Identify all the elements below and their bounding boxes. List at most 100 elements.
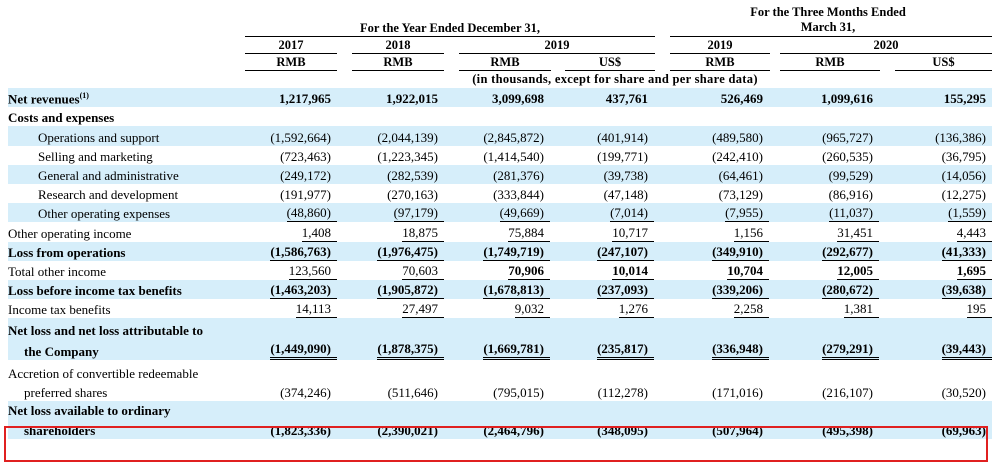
cell: (191,977) [280, 187, 331, 203]
cell: (2,044,139) [377, 129, 438, 145]
row-label: Costs and expenses [8, 110, 115, 126]
cell: 10,717 [612, 225, 654, 242]
year-2019: 2019 [544, 38, 570, 52]
cell: (39,443) [941, 341, 992, 361]
cell: (279,291) [822, 341, 879, 361]
row-net-revenues: Net revenues(1) 1,217,965 1,922,015 3,09… [8, 88, 992, 108]
cell: (136,386) [935, 129, 986, 145]
cell: (199,771) [597, 148, 648, 164]
row-net-loss-ordinary: shareholders (1,823,336) (2,390,021) (2,… [8, 419, 992, 439]
cell: (86,916) [828, 187, 873, 203]
cell: (489,580) [712, 129, 763, 145]
currency-2019-usd: US$ [598, 55, 622, 69]
cell: (260,535) [822, 148, 873, 164]
row-label: shareholders [8, 419, 245, 439]
cell: (2,845,872) [483, 129, 544, 145]
rule-q2020 [780, 53, 992, 54]
row-label: Net loss available to ordinary [8, 401, 992, 420]
cell: (1,878,375) [377, 341, 444, 361]
cell: (292,677) [822, 244, 879, 261]
cell: 10,014 [612, 263, 654, 280]
cell: (36,795) [941, 148, 986, 164]
row-label: Loss from operations [8, 241, 245, 261]
row-label: Accretion of convertible redeemable [8, 366, 199, 382]
header-quarter-line1: For the Three Months Ended [750, 5, 906, 19]
cell: (30,520) [941, 385, 986, 401]
cell: (69,963) [941, 422, 986, 438]
cell: (247,107) [597, 244, 654, 261]
rule-q2019 [670, 53, 770, 54]
cell: 3,099,698 [492, 91, 544, 107]
cell: (41,333) [941, 244, 992, 261]
row-label: preferred shares [24, 385, 108, 401]
cell: 1,922,015 [386, 91, 438, 107]
header-quarter-rule [670, 36, 992, 37]
cell: (1,223,345) [377, 148, 438, 164]
row-net-loss-line1: Net loss and net loss attributable to [8, 318, 992, 340]
currency-q2020-rmb: RMB [815, 55, 845, 69]
cell: (235,817) [597, 341, 654, 361]
cell: (2,390,021) [377, 422, 438, 438]
cell: (723,463) [280, 148, 331, 164]
quarter-2020: 2020 [873, 38, 899, 52]
cell: (171,016) [712, 385, 763, 401]
cell: (1,449,090) [270, 341, 337, 361]
cell: (1,678,813) [483, 282, 550, 300]
cell: 18,875 [402, 225, 444, 242]
row-selling-marketing: Selling and marketing (723,463) (1,223,3… [8, 146, 992, 165]
cell: (73,129) [718, 187, 763, 203]
cell: (1,749,719) [483, 244, 550, 261]
cell: 1,381 [843, 301, 879, 319]
cell: (348,095) [597, 422, 648, 438]
cell: (12,275) [941, 187, 986, 203]
row-label: Net loss and net loss attributable to [8, 318, 992, 340]
cell: 1,695 [956, 263, 992, 280]
units-note: (in thousands, except for share and per … [472, 72, 758, 86]
cell: (11,037) [829, 205, 879, 223]
quarter-2019: 2019 [707, 38, 733, 52]
row-loss-before-tax: Loss before income tax benefits (1,463,2… [8, 279, 992, 300]
cell: (1,463,203) [270, 282, 337, 300]
cell: 4,443 [956, 225, 992, 242]
cell: (112,278) [597, 385, 648, 401]
year-2017: 2017 [278, 38, 304, 52]
cell: (47,148) [603, 187, 648, 203]
row-label: Operations and support [8, 126, 245, 146]
cell: 1,156 [733, 225, 769, 242]
row-research-development: Research and development (191,977) (270,… [8, 184, 992, 203]
row-general-admin: General and administrative (249,172) (28… [8, 164, 992, 184]
cell: (281,376) [493, 167, 544, 183]
cell: 9,032 [514, 301, 550, 319]
cell: (282,539) [387, 167, 438, 183]
rule-cur-2019-usd [565, 70, 655, 71]
row-label: Net revenues(1) [8, 88, 245, 108]
income-statement-table: Net revenues(1) 1,217,965 1,922,015 3,09… [8, 88, 992, 439]
currency-q2020-usd: US$ [932, 55, 955, 69]
cell: (1,905,872) [377, 282, 444, 300]
cell: (249,172) [280, 167, 331, 183]
rule-cur-2017 [245, 70, 337, 71]
cell: (1,414,540) [483, 148, 544, 164]
header-quarter-line2: March 31, [800, 20, 856, 34]
cell: (49,669) [499, 205, 550, 223]
row-label: Income tax benefits [8, 302, 111, 318]
row-income-tax-benefits: Income tax benefits 14,113 27,497 9,032 … [8, 299, 992, 319]
rule-2017 [245, 53, 337, 54]
cell: (965,727) [822, 129, 873, 145]
cell: 1,217,965 [279, 91, 331, 107]
row-label: Selling and marketing [38, 148, 153, 164]
row-label: Total other income [8, 263, 107, 279]
row-label: Other operating expenses [8, 203, 245, 223]
cell: (39,638) [941, 282, 992, 300]
cell: (48,860) [286, 205, 337, 223]
row-other-operating-income: Other operating income 1,408 18,875 75,8… [8, 222, 992, 242]
cell: (495,398) [822, 422, 873, 438]
currency-2019-rmb: RMB [490, 55, 520, 69]
rule-cur-q2020-rmb [780, 70, 880, 71]
cell: (270,163) [387, 187, 438, 203]
rule-2019 [459, 53, 655, 54]
cell: 10,704 [727, 263, 769, 280]
cell: (7,955) [725, 205, 769, 223]
cell: 526,469 [720, 91, 763, 107]
cell: 195 [966, 301, 992, 319]
